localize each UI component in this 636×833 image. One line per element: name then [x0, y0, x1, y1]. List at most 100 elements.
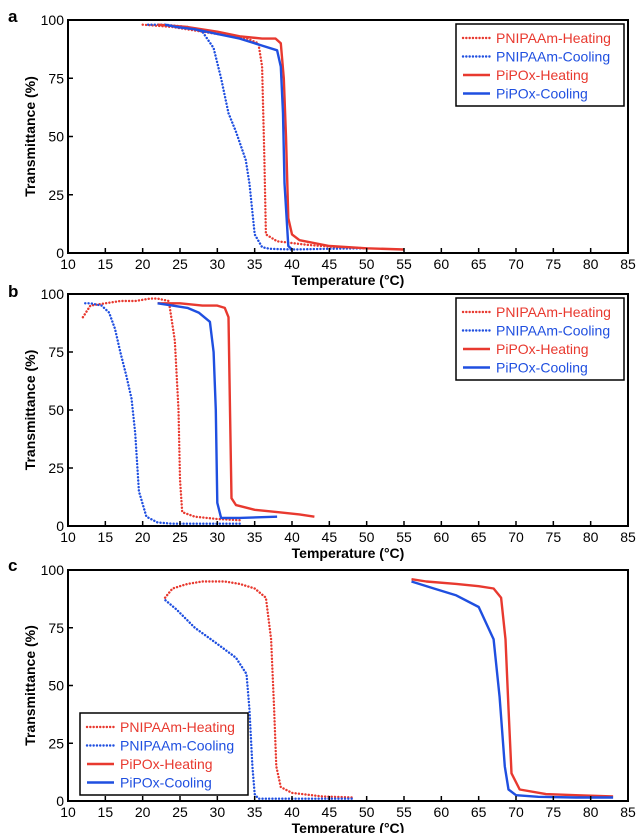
x-tick-label: 85 — [620, 256, 636, 272]
x-tick-label: 45 — [322, 804, 338, 820]
x-tick-label: 50 — [359, 804, 375, 820]
x-tick-label: 65 — [471, 256, 487, 272]
series-line-pnipaam-cooling — [83, 302, 241, 525]
x-tick-label: 30 — [210, 256, 226, 272]
x-tick-label: 55 — [396, 804, 412, 820]
legend-label: PNIPAAm-Heating — [120, 719, 235, 735]
legend-label: PiPOx-Heating — [120, 756, 213, 772]
y-tick-label: 0 — [56, 518, 64, 534]
legend: PNIPAAm-Heating PNIPAAm-Cooling PiPOx-Heat… — [79, 712, 249, 796]
x-tick-label: 85 — [620, 529, 636, 545]
legend: PNIPAAm-Heating PNIPAAm-Cooling PiPOx-Heat… — [455, 23, 625, 107]
legend-label: PNIPAAm-Cooling — [496, 323, 610, 339]
series-line-pipox-heating — [411, 578, 614, 798]
x-tick-label: 50 — [359, 256, 375, 272]
x-tick-label: 15 — [98, 256, 114, 272]
panel-label: a — [8, 7, 18, 26]
x-tick-label: 75 — [546, 256, 562, 272]
x-axis-title: Temperature (°C) — [292, 545, 405, 561]
series-line-pipox-cooling — [411, 580, 614, 799]
x-axis-title: Temperature (°C) — [292, 272, 405, 288]
y-tick-label: 25 — [48, 187, 64, 203]
x-tick-label: 80 — [583, 804, 599, 820]
series-line-pnipaam-heating — [141, 23, 368, 250]
legend: PNIPAAm-Heating PNIPAAm-Cooling PiPOx-Heat… — [455, 297, 625, 381]
series-line-pipox-heating — [157, 23, 405, 251]
x-tick-label: 70 — [508, 804, 524, 820]
series-line-pnipaam-heating — [163, 580, 353, 799]
x-tick-label: 35 — [247, 256, 263, 272]
legend-label: PNIPAAm-Heating — [496, 304, 611, 320]
y-tick-label: 75 — [48, 620, 64, 636]
x-tick-label: 55 — [396, 529, 412, 545]
x-tick-label: 70 — [508, 256, 524, 272]
panel-label: b — [8, 282, 18, 301]
x-tick-label: 80 — [583, 529, 599, 545]
series-line-pnipaam-heating — [81, 297, 241, 522]
x-tick-label: 15 — [98, 529, 114, 545]
y-tick-label: 25 — [48, 735, 64, 751]
x-tick-label: 75 — [546, 529, 562, 545]
y-tick-label: 100 — [41, 12, 65, 28]
x-tick-label: 25 — [172, 256, 188, 272]
series-group — [141, 23, 405, 251]
x-tick-label: 40 — [284, 256, 300, 272]
x-tick-label: 15 — [98, 804, 114, 820]
x-tick-label: 10 — [60, 529, 76, 545]
x-tick-label: 30 — [210, 804, 226, 820]
legend-label: PNIPAAm-Heating — [496, 30, 611, 46]
y-tick-label: 75 — [48, 70, 64, 86]
y-tick-label: 100 — [41, 286, 65, 302]
series-line-pipox-heating — [157, 302, 315, 518]
legend-label: PiPOx-Heating — [496, 341, 589, 357]
x-tick-label: 60 — [434, 529, 450, 545]
x-tick-label: 75 — [546, 804, 562, 820]
legend-label: PiPOx-Cooling — [120, 775, 212, 791]
x-tick-label: 10 — [60, 804, 76, 820]
x-tick-label: 85 — [620, 804, 636, 820]
x-tick-label: 20 — [135, 256, 151, 272]
chart-panel-a: a 10 15 20 25 30 35 40 45 50 55 60 65 70 75 80 85 0 25 50 75… — [8, 7, 636, 288]
x-tick-label: 60 — [434, 256, 450, 272]
legend-label: PiPOx-Cooling — [496, 86, 588, 102]
series-group — [163, 578, 614, 800]
x-tick-label: 65 — [471, 529, 487, 545]
x-tick-label: 30 — [210, 529, 226, 545]
y-axis-title: Transmittance (%) — [22, 76, 38, 197]
series-line-pnipaam-cooling — [163, 598, 353, 800]
y-tick-label: 0 — [56, 245, 64, 261]
x-tick-label: 80 — [583, 256, 599, 272]
y-tick-label: 0 — [56, 793, 64, 809]
x-tick-label: 20 — [135, 529, 151, 545]
x-tick-label: 50 — [359, 529, 375, 545]
chart-panel-c: c 10 15 20 25 30 35 40 45 50 55 60 65 70 75 80 85 0 25 50 75… — [8, 556, 636, 833]
y-tick-label: 25 — [48, 460, 64, 476]
x-tick-label: 10 — [60, 256, 76, 272]
series-line-pipox-cooling — [164, 23, 293, 251]
x-tick-label: 55 — [396, 256, 412, 272]
x-tick-label: 20 — [135, 804, 151, 820]
x-tick-label: 60 — [434, 804, 450, 820]
legend-label: PiPOx-Cooling — [496, 360, 588, 376]
series-group — [81, 297, 315, 525]
y-tick-label: 100 — [41, 562, 65, 578]
y-tick-label: 50 — [48, 402, 64, 418]
x-tick-label: 35 — [247, 529, 263, 545]
legend-label: PNIPAAm-Cooling — [496, 49, 610, 65]
y-tick-label: 50 — [48, 129, 64, 145]
legend-label: PiPOx-Heating — [496, 67, 589, 83]
x-tick-label: 40 — [284, 804, 300, 820]
y-axis-title: Transmittance (%) — [22, 625, 38, 746]
x-tick-label: 25 — [172, 804, 188, 820]
x-tick-label: 35 — [247, 804, 263, 820]
panel-label: c — [8, 556, 17, 575]
series-line-pipox-cooling — [157, 302, 278, 520]
y-tick-label: 50 — [48, 678, 64, 694]
x-tick-label: 70 — [508, 529, 524, 545]
series-line-pnipaam-cooling — [145, 23, 368, 251]
chart-panel-b: b 10 15 20 25 30 35 40 45 50 55 60 65 70 75 80 85 0 25 50 75… — [8, 282, 636, 561]
x-tick-label: 65 — [471, 804, 487, 820]
y-tick-label: 75 — [48, 344, 64, 360]
x-tick-label: 45 — [322, 529, 338, 545]
